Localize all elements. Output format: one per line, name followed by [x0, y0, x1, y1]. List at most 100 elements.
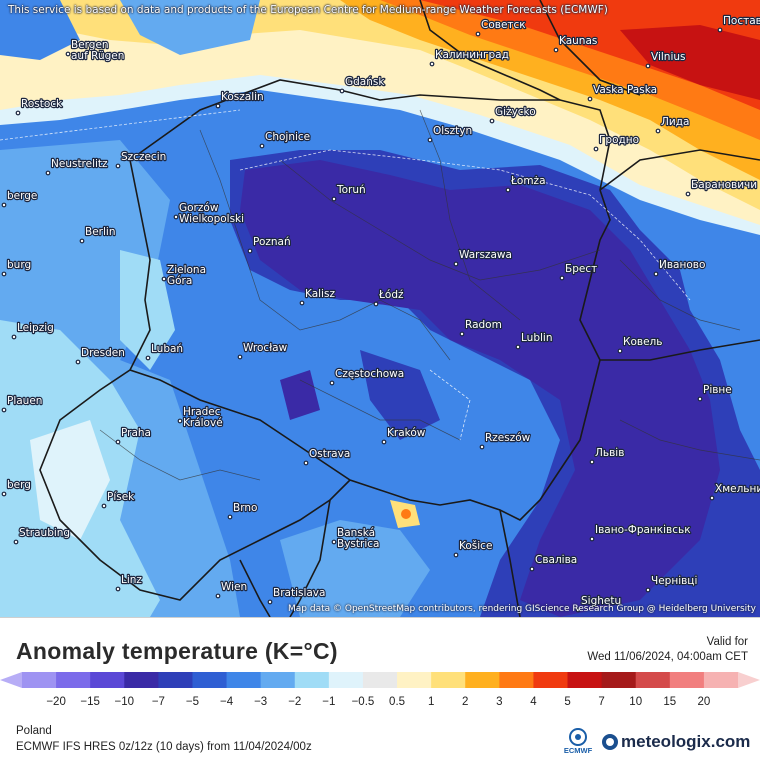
city-marker[interactable]: Neustrelitz [45, 157, 109, 176]
city-marker[interactable]: Szczecin [115, 150, 167, 169]
city-marker[interactable]: Łódź [373, 288, 405, 307]
city-marker[interactable]: Барановичи [685, 178, 758, 197]
city-dot-icon [331, 539, 337, 545]
city-marker[interactable]: Giżycko [489, 105, 537, 124]
city-marker[interactable]: Hradec Králové [177, 405, 224, 430]
city-marker[interactable]: Zielona Góra [161, 263, 207, 288]
city-label: Івано-Франківськ [595, 524, 691, 536]
colorbar-tick-label: −1 [322, 696, 336, 708]
city-label: Vaska Paska [593, 84, 657, 96]
model-info: ECMWF IFS HRES 0z/12z (10 days) from 11/… [16, 741, 312, 753]
colorbar-segment [465, 672, 500, 688]
city-dot-icon [115, 163, 121, 169]
city-marker[interactable]: Поставы [717, 14, 760, 33]
city-label: Košice [459, 540, 492, 552]
lithuania-border [539, 0, 641, 96]
city-marker[interactable]: Písek [101, 490, 136, 509]
colorbar-segment [124, 672, 159, 688]
city-marker[interactable]: Wien [215, 580, 248, 599]
city-marker[interactable]: Ostrava [303, 447, 351, 466]
city-marker[interactable]: Częstochowa [329, 367, 405, 386]
city-marker[interactable]: Bergen auf Rügen [65, 38, 126, 63]
city-marker[interactable]: Toruń [331, 183, 367, 202]
city-marker[interactable]: Хмельни [709, 482, 760, 501]
city-marker[interactable]: Vilnius [645, 50, 687, 69]
city-marker[interactable]: Brno [227, 501, 259, 520]
city-marker[interactable]: Warszawa [453, 248, 513, 267]
city-marker[interactable]: Koszalin [215, 90, 265, 109]
legend-panel: Anomaly temperature (K=°C) Valid for Wed… [0, 617, 760, 761]
city-marker[interactable]: Praha [115, 426, 152, 445]
city-marker[interactable]: Рівне [697, 383, 733, 402]
meteologix-logo[interactable]: meteologix.com [602, 732, 750, 752]
city-marker[interactable]: Иваново [653, 258, 707, 277]
city-marker[interactable]: Dresden [75, 346, 126, 365]
city-marker[interactable]: Rostock [15, 97, 64, 116]
colorbar-tick-label: 4 [530, 696, 537, 708]
city-marker[interactable]: Wrocław [237, 341, 289, 360]
colorbar-segment [362, 672, 398, 688]
colorbar-segment [567, 672, 603, 688]
city-marker[interactable]: Vaska Paska [587, 83, 658, 102]
city-label: Brno [233, 502, 257, 514]
city-marker[interactable]: Советск [475, 18, 527, 37]
city-label: Písek [107, 491, 135, 503]
city-label: burg [7, 259, 31, 271]
city-marker[interactable]: Straubing [13, 526, 71, 545]
city-marker[interactable]: Kaunas [553, 34, 599, 53]
city-marker[interactable]: Львів [589, 446, 626, 465]
city-marker[interactable]: Berlin [79, 225, 117, 244]
city-marker[interactable]: Olsztyn [427, 124, 473, 143]
city-marker[interactable]: Lubań [145, 342, 184, 361]
city-marker[interactable]: Plauen [1, 394, 44, 413]
city-dot-icon [15, 110, 21, 116]
city-dot-icon [173, 214, 179, 220]
region-borders [99, 109, 760, 481]
colorbar-segment [533, 672, 569, 688]
city-marker[interactable]: Gdańsk [339, 75, 387, 94]
colorbar-tick-label: −15 [80, 696, 100, 708]
colorbar-tick-label: −3 [254, 696, 268, 708]
city-marker[interactable]: Sighetu [575, 594, 622, 613]
city-marker[interactable]: Radom [459, 318, 503, 337]
czech-border [39, 369, 351, 601]
ecmwf-logo[interactable]: ECMWF [560, 726, 596, 758]
city-marker[interactable]: Брест [559, 262, 598, 281]
city-marker[interactable]: berge [1, 189, 39, 208]
city-marker[interactable]: Linz [115, 573, 144, 592]
city-marker[interactable]: Kalisz [299, 287, 337, 306]
city-marker[interactable]: burg [1, 258, 32, 277]
city-marker[interactable]: berg [1, 478, 32, 497]
city-marker[interactable]: Rzeszów [479, 431, 532, 450]
city-marker[interactable]: Івано-Франківськ [589, 523, 692, 542]
city-marker[interactable]: Калининград [429, 48, 510, 67]
city-marker[interactable]: Košice [453, 539, 494, 558]
city-dot-icon [215, 593, 221, 599]
kaliningrad-border [419, 0, 561, 101]
city-marker[interactable]: Чернівці [645, 574, 699, 593]
city-label: Hradec Králové [183, 406, 223, 429]
city-marker[interactable]: Banská Bystrica [331, 526, 381, 551]
city-marker[interactable]: Ковель [617, 335, 664, 354]
city-marker[interactable]: Łomża [505, 174, 547, 193]
city-marker[interactable]: Лида [655, 115, 691, 134]
city-marker[interactable]: Гродно [593, 133, 640, 152]
city-dot-icon [505, 187, 511, 193]
city-dot-icon [1, 271, 7, 277]
city-marker[interactable]: Lublin [515, 331, 554, 350]
city-label: Plauen [7, 395, 42, 407]
city-label: Toruń [336, 184, 366, 196]
city-marker[interactable]: Bratislava [267, 586, 327, 605]
colorbar-tick-label: −7 [151, 696, 165, 708]
city-label: Рівне [703, 384, 732, 396]
city-marker[interactable]: Leipzig [11, 321, 55, 340]
city-marker[interactable]: Poznań [247, 235, 292, 254]
city-marker[interactable]: Gorzów Wielkopolski [173, 201, 245, 226]
city-dot-icon [559, 275, 565, 281]
city-marker[interactable]: Chojnice [259, 130, 311, 149]
temperature-anomaly-map[interactable]: Советск Kaunas Vilnius Поставы Калининград Va… [0, 0, 760, 617]
city-marker[interactable]: Kraków [381, 426, 427, 445]
city-marker[interactable]: Сваліва [529, 553, 578, 572]
belarus-north-border [599, 149, 760, 191]
city-label: Banská Bystrica [337, 527, 379, 550]
